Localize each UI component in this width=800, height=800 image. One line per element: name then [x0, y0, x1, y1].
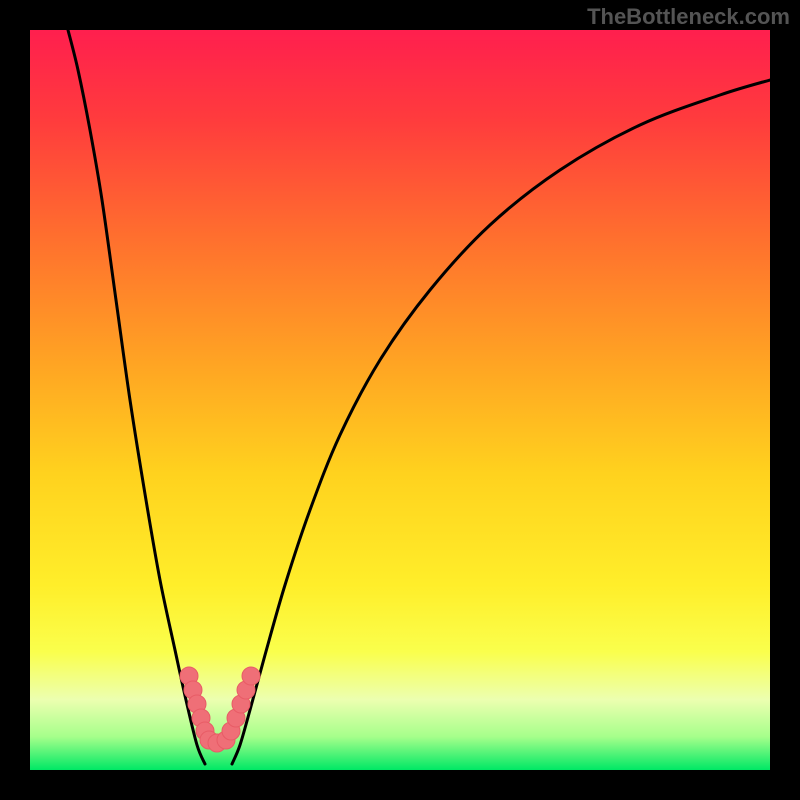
chart-stage: TheBottleneck.com: [0, 0, 800, 800]
bottleneck-chart: [0, 0, 800, 800]
marker-dot: [242, 667, 260, 685]
watermark-text: TheBottleneck.com: [587, 4, 790, 30]
gradient-plot-area: [30, 30, 770, 770]
